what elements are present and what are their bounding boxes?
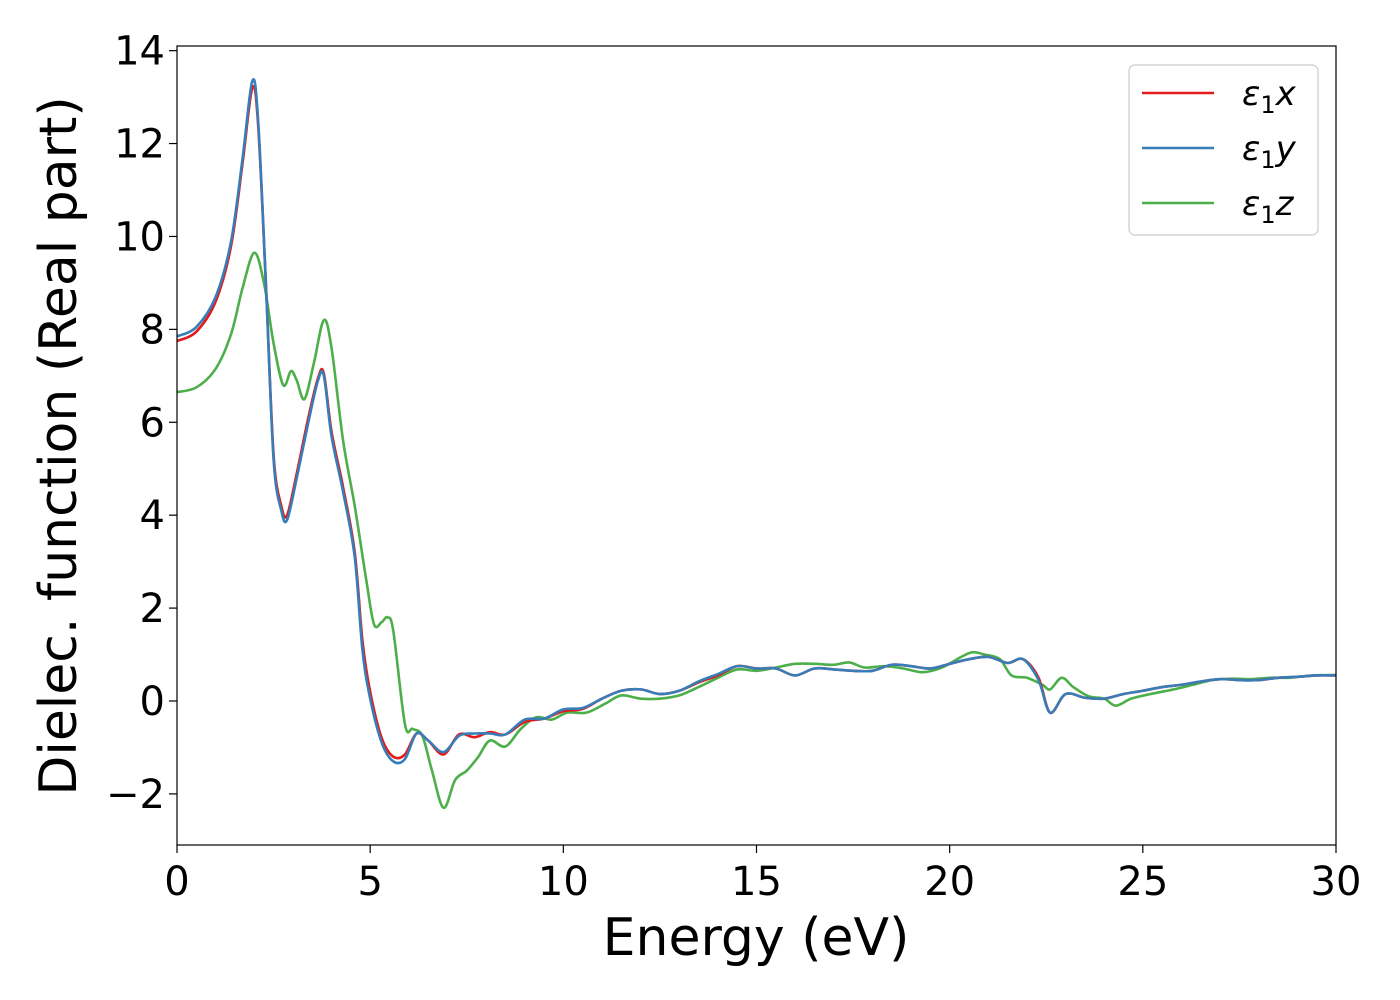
y-tick-label: 14 xyxy=(114,29,165,75)
y-tick-label: 12 xyxy=(114,122,165,168)
y-axis-title: Dielec. function (Real part) xyxy=(29,96,89,795)
x-tick-label: 5 xyxy=(357,859,382,905)
y-tick-label: 10 xyxy=(114,214,165,260)
y-tick-label: 0 xyxy=(140,679,165,725)
series-line-e1y xyxy=(177,78,1336,765)
x-tick-label: 15 xyxy=(731,859,782,905)
x-tick-label: 20 xyxy=(924,859,975,905)
y-tick-label: 6 xyxy=(140,400,165,446)
legend-label: ε1z xyxy=(1242,184,1295,229)
series-line-e1z xyxy=(177,251,1336,810)
legend-box xyxy=(1128,64,1319,236)
x-tick-label: 30 xyxy=(1311,859,1362,905)
y-tick-label: 2 xyxy=(140,586,165,632)
legend: ε1x ε1y ε1z xyxy=(1128,64,1319,236)
legend-label: ε1x xyxy=(1242,74,1297,119)
x-tick-label: 25 xyxy=(1117,859,1168,905)
y-tick-label: 8 xyxy=(140,307,165,353)
y-tick-label: −2 xyxy=(106,772,165,818)
x-tick-label: 10 xyxy=(538,859,589,905)
legend-label: ε1y xyxy=(1242,129,1297,174)
x-tick-label: 0 xyxy=(164,859,189,905)
x-axis-title: Energy (eV) xyxy=(603,908,910,968)
y-tick-label: 4 xyxy=(140,493,165,539)
